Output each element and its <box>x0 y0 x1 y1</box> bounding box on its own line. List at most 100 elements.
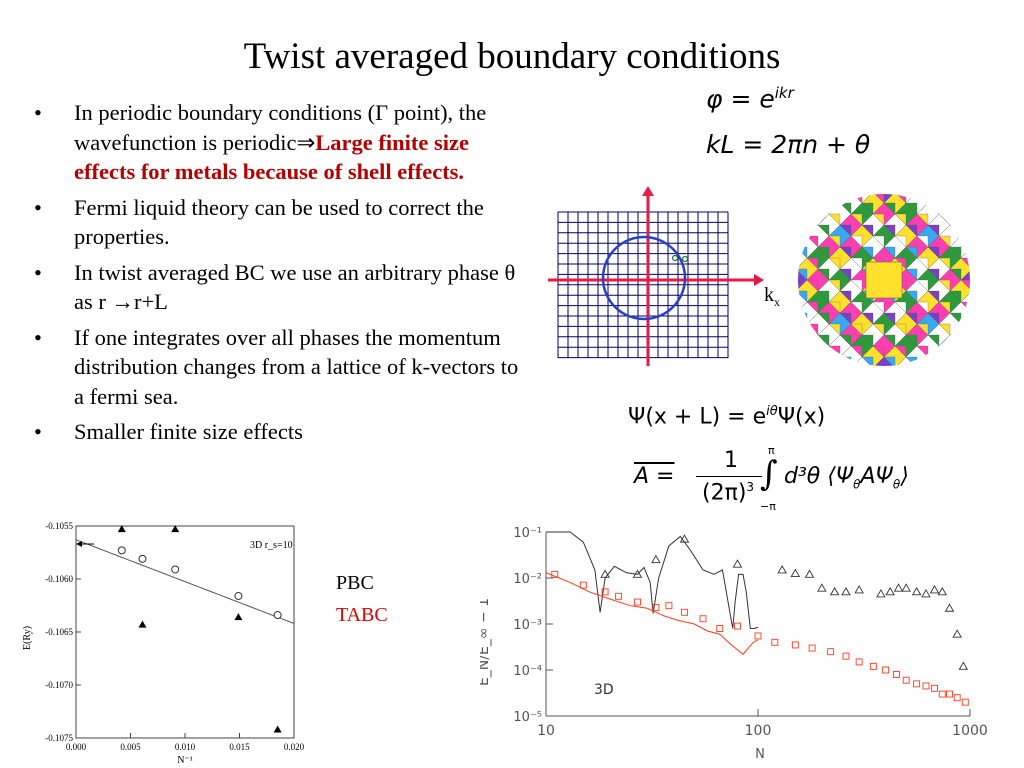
eq3-text: Ψ(x + L) = e <box>628 404 767 430</box>
integral-lower: −π <box>760 500 776 513</box>
tabc-point <box>734 622 741 630</box>
tabc-point <box>716 625 724 632</box>
polyhedron-facet <box>828 194 852 204</box>
polyhedron-facet <box>894 301 907 314</box>
polyhedron-facet <box>872 323 885 336</box>
tabc-point <box>808 644 816 652</box>
eq3-sup: iθ <box>766 404 778 419</box>
polyhedron-facet <box>817 224 830 237</box>
polyhedron-facet <box>949 194 970 215</box>
polyhedron-facet <box>806 235 819 248</box>
polyhedron-facet <box>960 334 970 358</box>
polyhedron-facet <box>927 246 940 259</box>
polyhedron-facet <box>949 202 962 215</box>
tabc-point <box>869 662 877 670</box>
bullet-dot: • <box>34 100 42 125</box>
pbc-point <box>777 564 787 574</box>
kx-label-sub: x <box>774 295 780 309</box>
polyhedron-facet <box>916 301 929 314</box>
polyhedron-facet <box>850 213 863 226</box>
polyhedron-facet <box>960 279 970 292</box>
polyhedron-facet <box>883 224 896 237</box>
bullet-item: • If one integrates over all phases the m… <box>30 323 525 412</box>
polyhedron-facet <box>883 356 896 366</box>
polyhedron-facet <box>905 246 918 259</box>
ky-axis-arrowhead <box>642 186 654 196</box>
polyhedron-facet <box>798 334 808 347</box>
right-arrow: → <box>111 289 135 314</box>
pbc-point <box>600 569 610 578</box>
polyhedron-facet <box>850 279 863 292</box>
polyhedron-facet <box>798 194 819 215</box>
eq4-den-sup: 3 <box>746 480 755 494</box>
chart2-annotation: 3D <box>594 682 614 698</box>
eq4-close: ⟩ <box>900 464 909 489</box>
y-tick-label: 10⁻⁴ <box>513 664 542 679</box>
x-tick-label: 1000 <box>952 723 988 739</box>
y-tick-label: 10⁻⁵ <box>513 710 542 725</box>
polyhedron-facet <box>798 312 808 325</box>
tabc-point <box>579 581 587 589</box>
pbc-point <box>893 583 904 592</box>
polyhedron-facet <box>905 312 918 325</box>
fraction-bar <box>696 476 762 477</box>
polyhedron-facet <box>806 213 819 226</box>
polyhedron-facet <box>839 290 852 303</box>
tabc-point <box>615 592 623 600</box>
data-point-triangle <box>138 620 147 628</box>
polyhedron-facet <box>916 279 929 292</box>
pbc-point <box>829 586 840 596</box>
pbc-point <box>921 589 931 598</box>
bullet-dot: • <box>34 259 42 285</box>
equation-bloch: Ψ(x + L) = eiθΨ(x) <box>628 404 825 429</box>
polyhedron-facet <box>798 312 808 336</box>
chart2-ylabel: E_N/E_∞ − 1 <box>480 598 492 686</box>
legend-tabc: TABC <box>336 604 388 626</box>
eq4-sub1: θ <box>853 477 861 492</box>
polyhedron-facet <box>960 202 970 226</box>
polyhedron-facet <box>850 257 863 270</box>
tabc-point <box>953 694 961 702</box>
polyhedron-facet <box>916 194 940 204</box>
pbc-point <box>937 586 948 596</box>
tabc-point <box>922 682 930 690</box>
polyhedron-facet <box>817 268 830 281</box>
polyhedron-facet <box>798 202 808 226</box>
eq4-den-text: (2π) <box>702 480 747 506</box>
polyhedron-facet <box>798 224 808 237</box>
polyhedron-facet <box>960 224 970 248</box>
kx-label-k: k <box>764 284 774 306</box>
polyhedron-facet <box>861 202 874 215</box>
kx-label: kx <box>764 284 780 310</box>
tabc-point <box>842 652 850 660</box>
polyhedron-facet <box>905 290 918 303</box>
tabc-point <box>938 690 946 698</box>
polyhedron-facet <box>828 323 841 336</box>
bullet-item: • In twist averaged BC we use an arbitrar… <box>30 258 525 317</box>
x-tick-label: 0.015 <box>229 742 250 752</box>
data-point-circle <box>171 565 180 574</box>
polyhedron-facet <box>960 194 970 204</box>
polyhedron-facet <box>817 290 830 303</box>
polyhedron-facet <box>938 194 951 204</box>
equation-kl: kL = 2πn + θ <box>706 130 871 159</box>
tabc-curve <box>545 572 759 655</box>
bullet-item: • Fermi liquid theory can be used to corr… <box>30 193 525 252</box>
polyhedron-facet <box>806 257 819 270</box>
k-space-grid-diagram <box>548 186 764 366</box>
data-point-circle <box>234 591 243 600</box>
eq4-body: d³θ ⟨ΨθAΨθ⟩ <box>784 464 909 491</box>
polyhedron-facet <box>916 356 940 366</box>
polyhedron-facet <box>817 246 830 259</box>
eq4-lhs: A = <box>634 464 675 489</box>
pbc-point <box>911 586 922 596</box>
data-point-triangle <box>117 525 126 533</box>
bullet-text: In twist averaged BC we use an arbitrary… <box>74 259 516 315</box>
polyhedron-facet <box>806 279 819 292</box>
pbc-point <box>651 554 661 564</box>
fermi-sea-polyhedron <box>798 194 970 366</box>
chart1-xlabel: N⁻¹ <box>177 755 193 766</box>
polyhedron-facet <box>938 345 951 358</box>
polyhedron-facet <box>916 257 929 270</box>
polyhedron-facet <box>960 213 970 226</box>
